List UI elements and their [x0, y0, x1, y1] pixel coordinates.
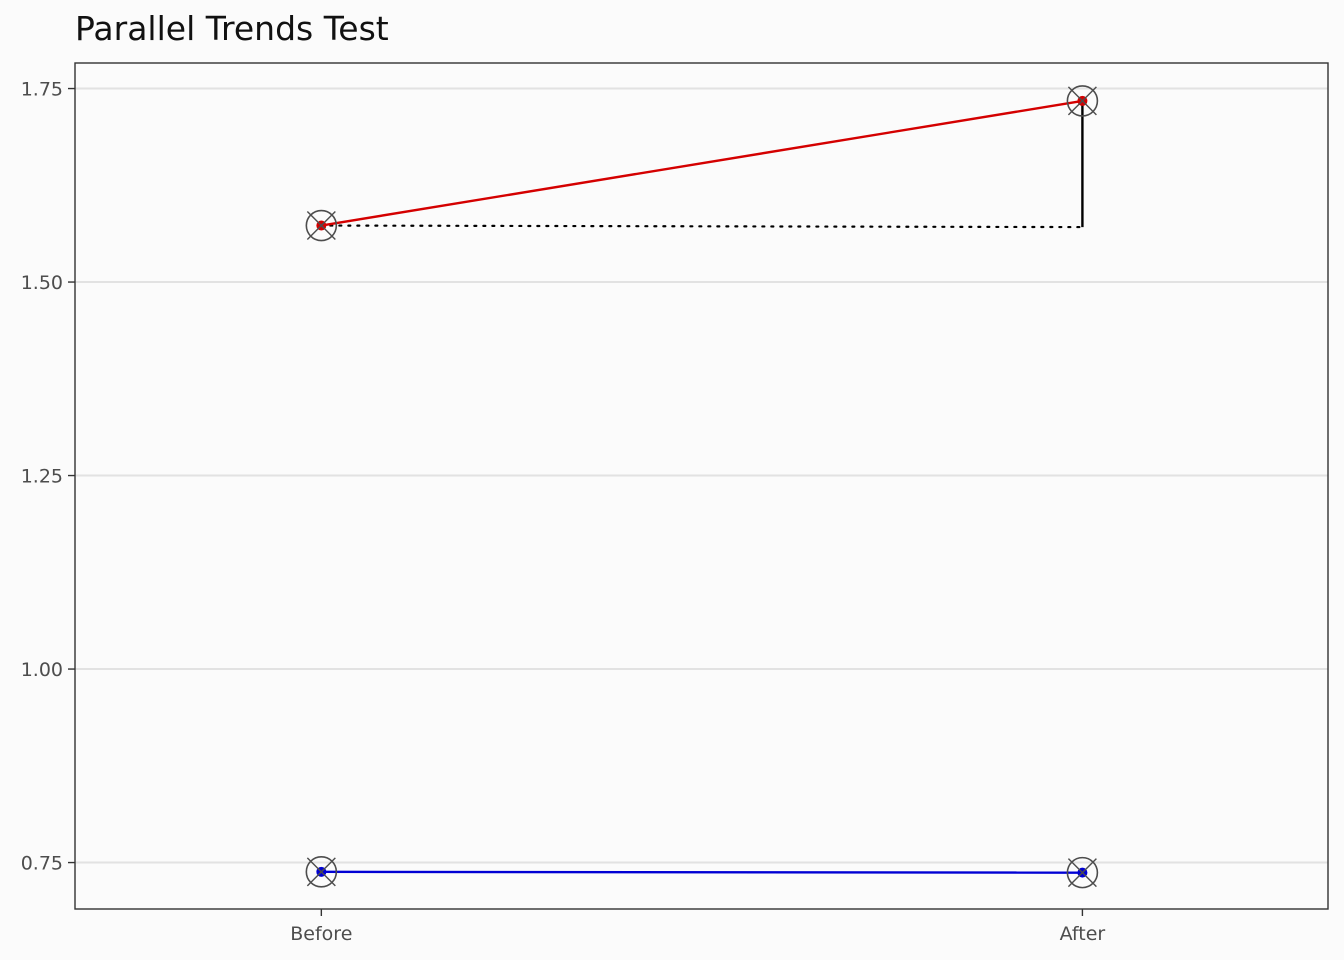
plot-panel-background [75, 63, 1328, 909]
point-layer [305, 85, 1099, 889]
series-layer [320, 99, 1084, 874]
point-ring [305, 209, 338, 242]
grid-layer [75, 87, 1328, 864]
chart-title: Parallel Trends Test [75, 9, 389, 48]
point-ring [305, 856, 338, 888]
y-tick-label-3: 1.50 [21, 272, 63, 294]
point-cross-b [306, 211, 336, 241]
y-tick-label-0: 0.75 [21, 853, 63, 875]
point-ring [1066, 85, 1099, 117]
counterfactual-line [320, 224, 1084, 229]
point-cross-b [306, 857, 336, 887]
point-ring [1066, 856, 1099, 889]
axis-layer: 0.75 1.00 1.25 1.50 1.75 Before After [21, 79, 1106, 945]
x-tick-label-1: After [1060, 923, 1106, 945]
point-cross-b [1067, 858, 1097, 888]
data-point-0-1 [1066, 85, 1099, 117]
y-tick-label-2: 1.25 [21, 466, 63, 488]
data-point-0-0 [305, 209, 338, 242]
series-line-1 [321, 870, 1083, 874]
y-tick-label-4: 1.75 [21, 79, 63, 101]
series-line-0 [321, 99, 1083, 227]
point-cross-b [1067, 86, 1097, 116]
data-point-1-1 [1066, 856, 1099, 889]
data-point-1-0 [305, 856, 338, 888]
plot-panel-border [74, 62, 1329, 910]
y-tick-label-1: 1.00 [21, 659, 63, 681]
x-tick-label-0: Before [290, 923, 352, 945]
